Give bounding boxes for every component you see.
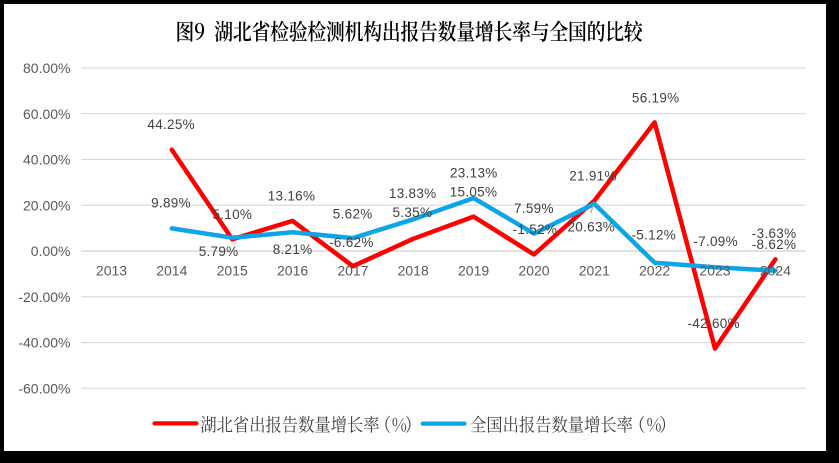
svg-text:2024: 2024 xyxy=(760,263,791,279)
svg-text:-1.52%: -1.52% xyxy=(513,222,558,237)
svg-text:2021: 2021 xyxy=(579,263,610,279)
svg-text:13.83%: 13.83% xyxy=(389,186,437,201)
svg-text:2023: 2023 xyxy=(699,263,730,279)
svg-text:2016: 2016 xyxy=(277,263,308,279)
svg-text:-60.00%: -60.00% xyxy=(18,380,70,396)
svg-text:23.13%: 23.13% xyxy=(450,165,498,180)
svg-text:7.59%: 7.59% xyxy=(514,201,554,216)
svg-text:5.10%: 5.10% xyxy=(212,207,252,222)
svg-text:20.00%: 20.00% xyxy=(23,197,70,213)
svg-text:0.00%: 0.00% xyxy=(31,243,71,259)
svg-text:-8.62%: -8.62% xyxy=(752,237,797,252)
svg-text:2014: 2014 xyxy=(156,263,187,279)
svg-text:2022: 2022 xyxy=(639,263,670,279)
svg-text:44.25%: 44.25% xyxy=(147,117,195,132)
svg-text:-7.09%: -7.09% xyxy=(693,234,738,249)
svg-text:5.62%: 5.62% xyxy=(333,206,373,221)
svg-text:40.00%: 40.00% xyxy=(23,152,70,168)
svg-text:13.16%: 13.16% xyxy=(268,189,316,204)
svg-text:2013: 2013 xyxy=(96,263,127,279)
svg-text:-20.00%: -20.00% xyxy=(18,289,70,305)
svg-text:-40.00%: -40.00% xyxy=(18,335,70,351)
svg-text:-42.60%: -42.60% xyxy=(688,316,740,331)
svg-text:5.79%: 5.79% xyxy=(199,244,239,259)
svg-text:56.19%: 56.19% xyxy=(632,91,680,106)
svg-text:2015: 2015 xyxy=(217,263,248,279)
svg-text:-6.62%: -6.62% xyxy=(329,235,374,250)
svg-text:-3.63%: -3.63% xyxy=(752,226,797,241)
svg-text:80.00%: 80.00% xyxy=(23,60,70,76)
svg-text:2017: 2017 xyxy=(337,263,368,279)
svg-text:60.00%: 60.00% xyxy=(23,106,70,122)
svg-text:-5.12%: -5.12% xyxy=(632,228,677,243)
svg-text:5.35%: 5.35% xyxy=(393,205,433,220)
svg-text:15.05%: 15.05% xyxy=(450,184,498,199)
svg-text:8.21%: 8.21% xyxy=(273,242,313,257)
svg-text:21.91%: 21.91% xyxy=(569,168,617,183)
svg-text:2018: 2018 xyxy=(398,263,429,279)
svg-text:9.89%: 9.89% xyxy=(151,196,191,211)
svg-text:2020: 2020 xyxy=(518,263,549,279)
svg-text:20.63%: 20.63% xyxy=(568,219,616,234)
svg-text:2019: 2019 xyxy=(458,263,489,279)
